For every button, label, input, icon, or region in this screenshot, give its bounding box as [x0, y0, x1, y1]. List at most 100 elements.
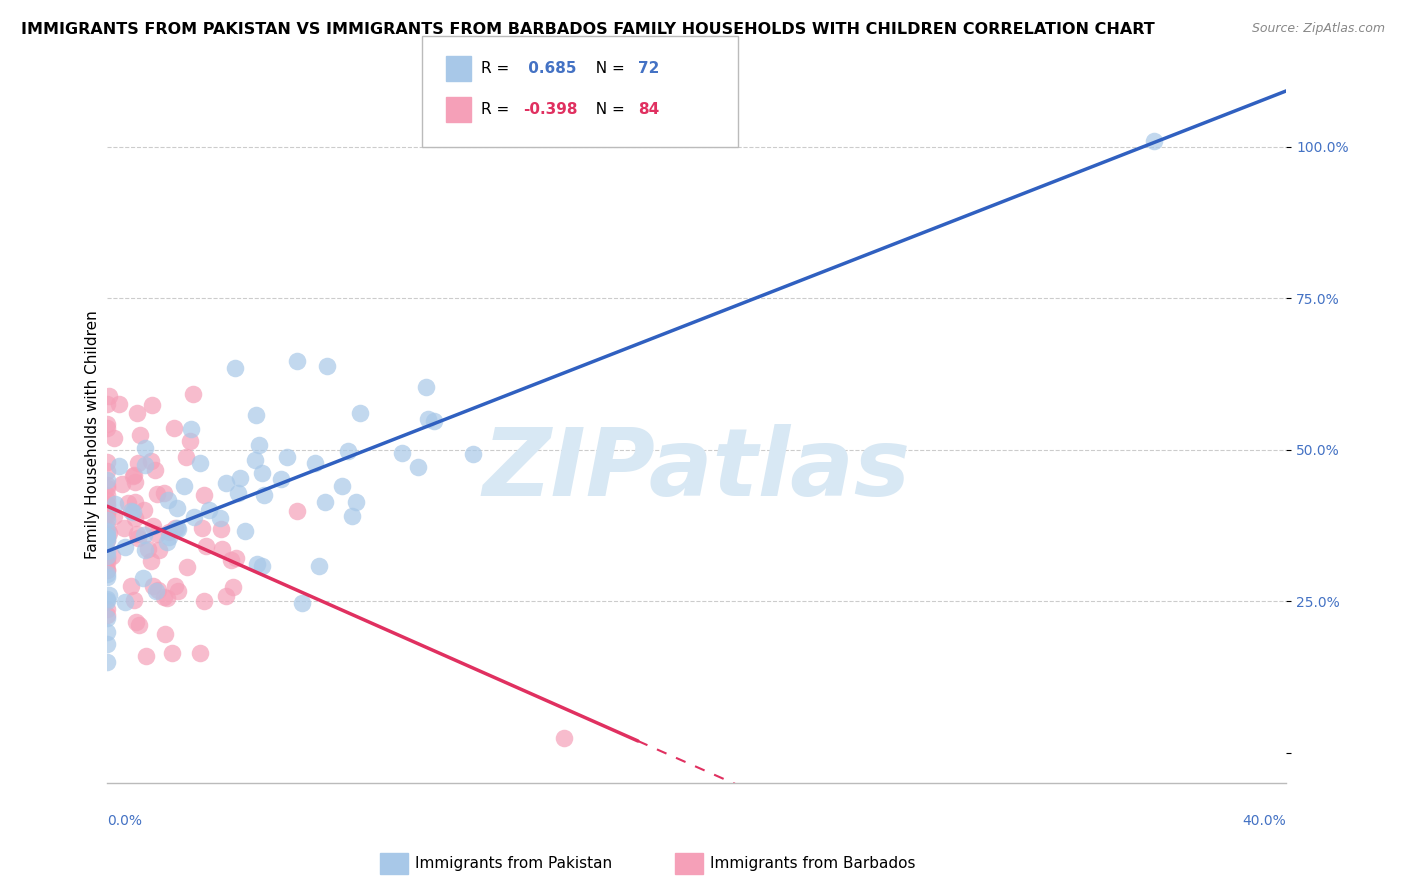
Point: [209, 522, 232, 536]
Point: [233, 524, 256, 538]
Text: 72: 72: [638, 62, 659, 76]
Point: [406, 460, 429, 475]
Point: [96, 655, 118, 669]
Point: [163, 579, 186, 593]
Point: [96, 529, 118, 543]
Point: [127, 531, 149, 545]
Point: [134, 458, 156, 473]
Point: [143, 463, 166, 477]
Point: [188, 457, 211, 471]
Point: [391, 446, 413, 460]
Point: [96, 563, 118, 577]
Point: [225, 550, 247, 565]
Point: [1143, 134, 1166, 148]
Point: [188, 646, 211, 660]
Point: [103, 508, 125, 523]
Point: [246, 558, 269, 572]
Point: [148, 542, 170, 557]
Point: [166, 521, 188, 535]
Point: [415, 380, 437, 394]
Text: Source: ZipAtlas.com: Source: ZipAtlas.com: [1251, 22, 1385, 36]
Point: [252, 488, 274, 502]
Point: [285, 503, 308, 517]
Point: [423, 414, 446, 428]
Point: [229, 471, 252, 485]
Point: [121, 469, 143, 483]
Point: [135, 648, 157, 663]
Point: [285, 354, 308, 368]
Point: [276, 450, 298, 465]
Text: 0.685: 0.685: [523, 62, 576, 76]
Point: [96, 551, 118, 566]
Point: [127, 456, 149, 470]
Point: [96, 549, 118, 563]
Point: [96, 396, 118, 410]
Point: [222, 580, 245, 594]
Point: [96, 624, 118, 639]
Point: [101, 549, 124, 563]
Point: [174, 450, 197, 464]
Point: [96, 497, 118, 511]
Point: [141, 453, 163, 467]
Point: [96, 637, 118, 651]
Point: [125, 526, 148, 541]
Point: [125, 615, 148, 629]
Point: [134, 442, 156, 456]
Point: [173, 479, 195, 493]
Point: [330, 478, 353, 492]
Point: [314, 495, 336, 509]
Text: R =: R =: [481, 62, 515, 76]
Point: [304, 456, 326, 470]
Point: [96, 520, 118, 534]
Point: [96, 455, 118, 469]
Text: N =: N =: [586, 103, 630, 117]
Point: [96, 530, 118, 544]
Point: [136, 542, 159, 557]
Point: [97, 588, 120, 602]
Text: -0.398: -0.398: [523, 103, 578, 117]
Point: [96, 477, 118, 491]
Point: [122, 468, 145, 483]
Point: [219, 552, 242, 566]
Point: [270, 472, 292, 486]
Point: [97, 389, 120, 403]
Point: [146, 527, 169, 541]
Point: [96, 557, 118, 571]
Point: [195, 540, 218, 554]
Point: [134, 542, 156, 557]
Point: [176, 559, 198, 574]
Point: [183, 509, 205, 524]
Point: [153, 590, 176, 604]
Point: [120, 504, 142, 518]
Point: [250, 466, 273, 480]
Point: [96, 594, 118, 608]
Text: 84: 84: [638, 103, 659, 117]
Point: [128, 618, 150, 632]
Point: [97, 526, 120, 541]
Point: [337, 444, 360, 458]
Point: [124, 495, 146, 509]
Point: [146, 583, 169, 598]
Point: [124, 511, 146, 525]
Point: [96, 601, 118, 615]
Point: [96, 505, 118, 519]
Point: [120, 579, 142, 593]
Point: [291, 596, 314, 610]
Point: [129, 428, 152, 442]
Point: [108, 397, 131, 411]
Point: [146, 487, 169, 501]
Point: [243, 453, 266, 467]
Point: [250, 558, 273, 573]
Point: [193, 594, 215, 608]
Point: [96, 421, 118, 435]
Point: [117, 496, 139, 510]
Point: [111, 477, 134, 491]
Point: [96, 464, 118, 478]
Point: [122, 505, 145, 519]
Point: [183, 387, 205, 401]
Point: [125, 406, 148, 420]
Point: [215, 475, 238, 490]
Point: [96, 488, 118, 502]
Point: [96, 591, 118, 606]
Point: [166, 584, 188, 599]
